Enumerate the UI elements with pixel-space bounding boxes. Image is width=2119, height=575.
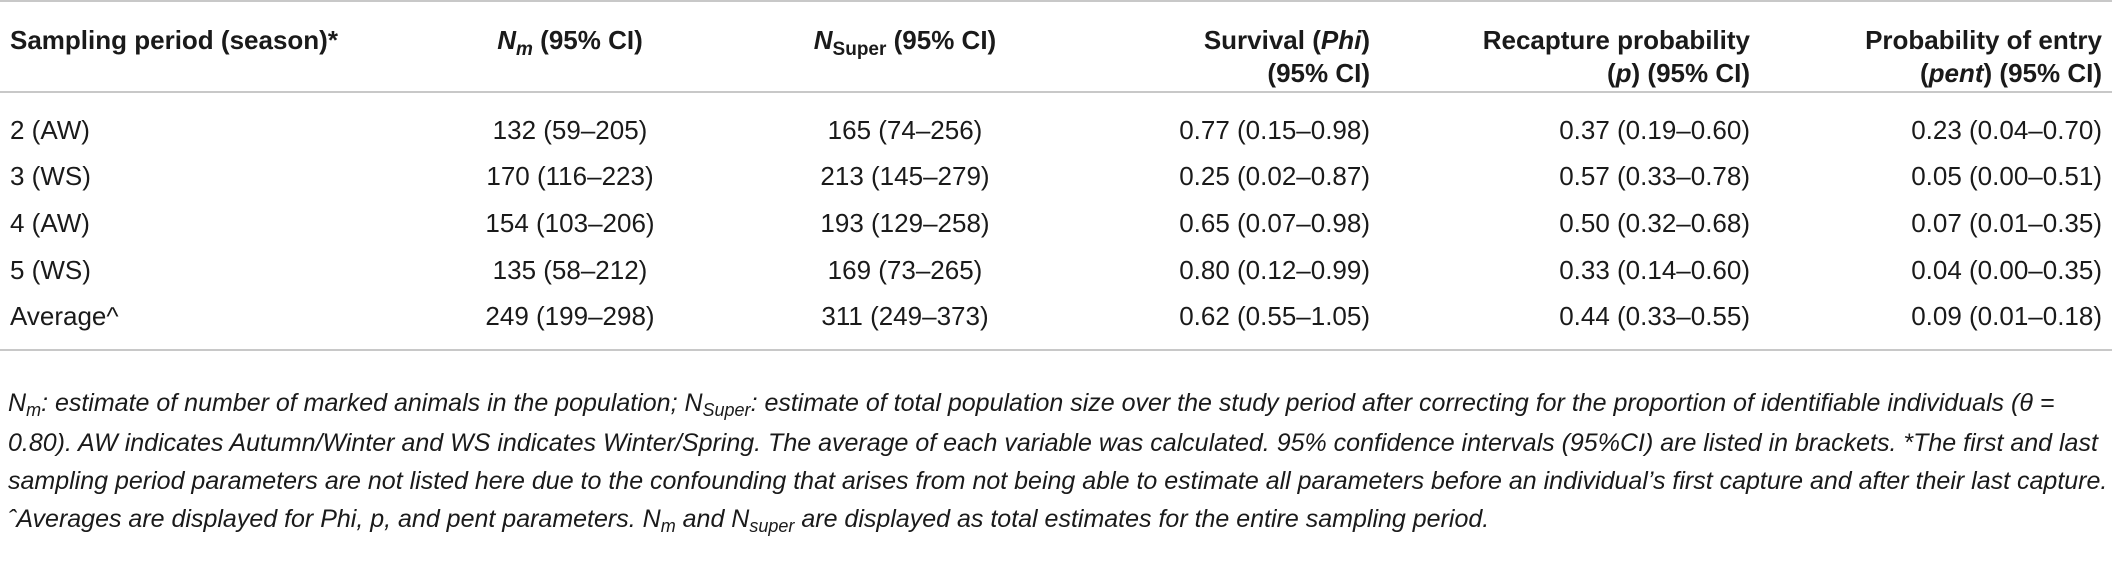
- table-footnote: Nm: estimate of number of marked animals…: [8, 389, 2108, 536]
- cell-recapture: 0.50 (0.32–0.68): [1559, 208, 1750, 238]
- cell-nsuper: 213 (145–279): [820, 161, 990, 191]
- cell-survival: 0.62 (0.55–1.05): [1179, 301, 1370, 331]
- cell-period: Average^: [10, 301, 119, 331]
- header-row: Sampling period (season)* Nm (95% CI) NS…: [0, 0, 2112, 93]
- cell-nsuper: 165 (74–256): [827, 114, 983, 145]
- cell-nsuper: 193 (129–258): [820, 208, 990, 238]
- table-row: 2 (AW) 132 (59–205) 165 (74–256) 0.77 (0…: [0, 92, 2112, 153]
- header-survival: Survival (Phi) (95% CI): [1090, 0, 1380, 93]
- cell-entry: 0.07 (0.01–0.35): [1911, 208, 2102, 238]
- cell-recapture: 0.33 (0.14–0.60): [1559, 255, 1750, 285]
- cell-entry: 0.23 (0.04–0.70): [1911, 114, 2102, 145]
- cell-survival: 0.77 (0.15–0.98): [1179, 114, 1370, 145]
- cell-entry: 0.09 (0.01–0.18): [1911, 301, 2102, 331]
- header-sampling-period: Sampling period (season)*: [0, 0, 420, 93]
- cell-survival: 0.65 (0.07–0.98): [1179, 208, 1370, 238]
- header-entry: Probability of entry (pent) (95% CI): [1760, 0, 2112, 93]
- cell-survival: 0.25 (0.02–0.87): [1179, 161, 1370, 191]
- table-header: Sampling period (season)* Nm (95% CI) NS…: [0, 0, 2112, 93]
- cell-nsuper: 169 (73–265): [827, 255, 983, 285]
- header-recapture: Recapture probability (p) (95% CI): [1380, 0, 1760, 93]
- cell-recapture: 0.57 (0.33–0.78): [1559, 161, 1750, 191]
- cell-entry: 0.05 (0.00–0.51): [1911, 161, 2102, 191]
- cell-nm: 132 (59–205): [492, 114, 648, 145]
- table-row: 5 (WS) 135 (58–212) 169 (73–265) 0.80 (0…: [0, 247, 2112, 294]
- cell-recapture: 0.44 (0.33–0.55): [1559, 301, 1750, 331]
- cell-period: 4 (AW): [10, 208, 90, 238]
- results-table: Sampling period (season)* Nm (95% CI) NS…: [0, 0, 2112, 350]
- cell-period: 2 (AW): [10, 114, 90, 145]
- cell-nm: 170 (116–223): [486, 161, 654, 191]
- cell-nm: 249 (199–298): [485, 301, 655, 331]
- table-row: 3 (WS) 170 (116–223) 213 (145–279) 0.25 …: [0, 153, 2112, 200]
- table-row: 4 (AW) 154 (103–206) 193 (129–258) 0.65 …: [0, 200, 2112, 247]
- cell-survival: 0.80 (0.12–0.99): [1179, 255, 1370, 285]
- header-nsuper: NSuper (95% CI): [720, 0, 1090, 93]
- cell-period: 3 (WS): [10, 161, 91, 191]
- cell-entry: 0.04 (0.00–0.35): [1911, 255, 2102, 285]
- cell-nm: 154 (103–206): [485, 208, 655, 238]
- cell-nsuper: 311 (249–373): [821, 301, 989, 331]
- table-row: Average^ 249 (199–298) 311 (249–373) 0.6…: [0, 294, 2112, 350]
- table-body: 2 (AW) 132 (59–205) 165 (74–256) 0.77 (0…: [0, 92, 2112, 350]
- header-nm: Nm (95% CI): [420, 0, 720, 93]
- cell-period: 5 (WS): [10, 255, 91, 285]
- cell-nm: 135 (58–212): [492, 255, 648, 285]
- cell-recapture: 0.37 (0.19–0.60): [1559, 114, 1750, 145]
